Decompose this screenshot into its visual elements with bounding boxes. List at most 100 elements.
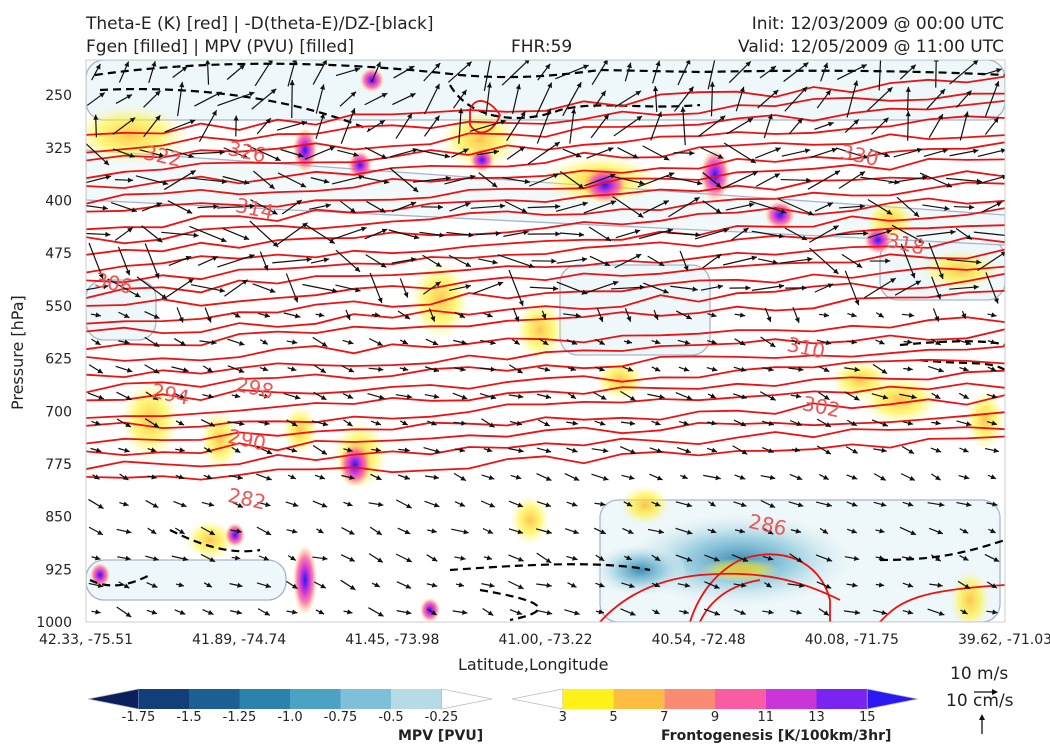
wind-vector [311,420,329,427]
wind-vector [203,474,213,480]
mpv-colorbar-label: MPV [PVU] [398,728,484,744]
wind-vector [841,253,863,269]
wind-vector [536,447,552,454]
valid-time: Valid: 12/05/2009 @ 11:00 UTC [738,37,1004,57]
wind-vector [869,258,891,264]
wind-vector [728,60,752,84]
wind-vector [961,310,967,320]
wind-vector [174,609,186,615]
wind-vector [145,499,159,509]
fgen-colorbar-tick: 13 [808,710,825,725]
wind-vector [91,609,101,615]
wind-vector [258,420,270,426]
fgen-colorbar-tick: 15 [858,710,876,725]
wind-vector [189,225,227,243]
wind-vector [257,608,271,616]
wind-vector [224,279,248,297]
y-tick-label: 400 [45,194,72,210]
wind-vector [870,148,890,158]
wind-vector [511,83,521,115]
wind-vector [650,111,662,141]
wind-vector [480,500,496,508]
wind-vector [759,65,777,79]
wind-vector [448,254,472,268]
wind-vector [312,555,328,561]
wind-vector [286,609,298,615]
wind-vector [398,447,410,453]
wind-vector [807,170,841,190]
fgen-colorbar-swatch [816,689,868,709]
wind-vector [455,582,465,588]
wind-vector [590,113,610,139]
wind-vector [141,202,163,212]
wind-vector [900,243,916,279]
wind-vector [87,392,105,400]
theta-e-contour [86,115,1005,180]
wind-vector [164,119,196,133]
wind-vector [259,251,269,271]
wind-vector [399,278,409,298]
wind-vector [508,447,524,454]
wind-vector [564,609,580,616]
wind-vector [847,312,857,318]
wind-vector [86,92,106,106]
wind-vector [231,446,241,454]
wind-vector [250,199,278,215]
wind-vector [814,283,834,293]
wind-vector [143,90,161,108]
wind-vector [481,474,495,480]
wind-vector [623,339,633,345]
wind-vector [115,365,133,373]
wind-vector [217,203,255,209]
wind-vector [931,392,941,400]
wind-vector [622,527,634,535]
wind-vector [928,113,944,139]
wind-vector [902,609,914,615]
fgen-yellow-blob [410,260,470,340]
wind-vector [591,447,609,454]
title-line-1: Theta-E (K) [red] | -D(theta-E)/DZ-[blac… [86,14,434,34]
wind-vector [670,285,698,292]
wind-vector [731,227,749,241]
wind-vector [190,284,226,293]
wind-vector [559,232,585,238]
wind-vector [647,393,665,400]
wind-vector [926,88,946,110]
theta-e-contour [86,345,1005,394]
wind-vector [483,555,493,561]
wind-vector [845,446,859,454]
wind-vector [483,447,493,453]
theta-e-contour [86,181,1005,245]
wind-vector [780,177,812,183]
wind-vector [649,473,663,481]
wind-vector [367,392,385,400]
dtheta-dz-contour [89,574,151,587]
wind-vector [621,582,635,589]
wind-vector [114,227,134,241]
wind-vector [112,148,136,158]
wind-vector [161,231,199,238]
wind-vector [899,393,917,400]
wind-vector [110,201,138,213]
wind-vector [501,177,531,185]
wind-vector [283,392,301,400]
wind-ref-horizontal: 10 m/s [950,664,1009,684]
wind-vector [927,501,945,508]
wind-vector [173,500,187,508]
wind-vector [529,285,559,292]
wind-vector [399,420,409,426]
wind-vector [591,60,609,86]
wind-vector [174,527,186,535]
fgen-yellow-blob [965,390,1005,450]
fgen-colorbar-swatch [664,689,715,709]
wind-vector [313,391,327,401]
wind-vector [556,256,588,264]
wind-vector [675,527,693,535]
wind-vector [987,474,997,480]
plot-frame [85,59,1006,623]
wind-vector [949,60,979,85]
wind-vector [846,80,859,118]
wind-vector [413,148,451,159]
wind-vector [673,86,695,112]
fgen-yellow-blob [620,485,670,525]
